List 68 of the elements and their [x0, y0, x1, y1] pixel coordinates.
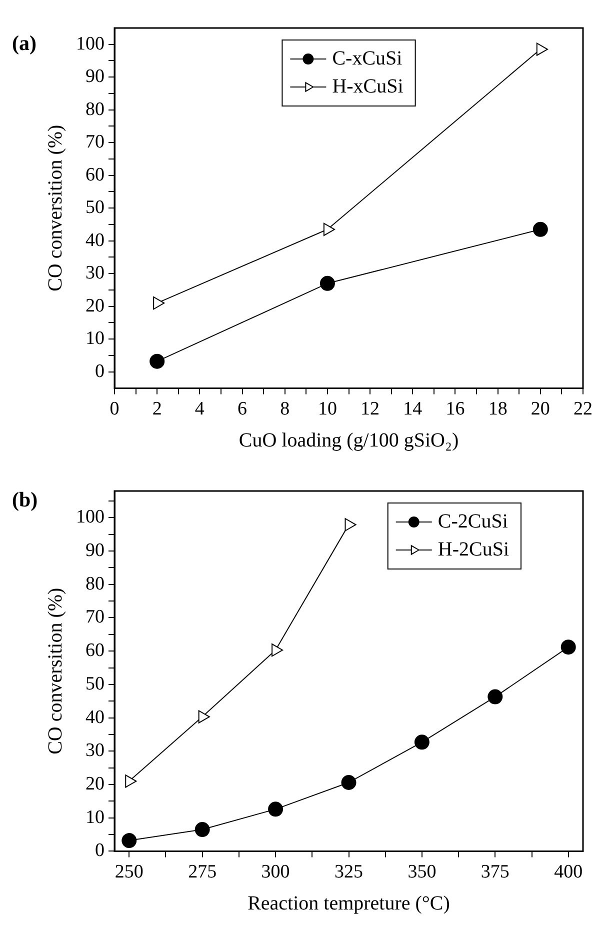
point — [532, 222, 548, 237]
x-tick-label: 14 — [403, 398, 423, 420]
y-tick-label: 90 — [86, 66, 104, 88]
y-tick-label: 60 — [86, 640, 104, 662]
text: (b) — [12, 487, 38, 512]
point — [125, 774, 137, 788]
legend-label: H-2CuSi — [438, 538, 510, 560]
x-tick-label: 4 — [194, 398, 205, 420]
x-tick-label: 0 — [110, 398, 120, 420]
x-tick-label: 20 — [530, 398, 550, 420]
y-tick-label: 30 — [86, 740, 104, 762]
y-tick-label: 40 — [86, 230, 104, 251]
x-axis-title: Reaction tempreture (°C) — [248, 892, 450, 914]
point — [150, 354, 165, 369]
y-tick-label: 20 — [86, 295, 104, 316]
y-tick-label: 10 — [86, 806, 104, 828]
point — [488, 689, 503, 704]
y-tick-label: 80 — [86, 98, 104, 120]
y-tick-label: 20 — [86, 773, 104, 794]
x-tick-label: 12 — [360, 398, 380, 420]
text: (a) — [12, 30, 36, 55]
y-tick-label: 0 — [95, 360, 104, 382]
y-tick-label: 100 — [76, 506, 104, 528]
y-tick-label: 50 — [86, 673, 104, 694]
y-tick-label: 80 — [86, 573, 104, 594]
x-tick-label: 6 — [238, 398, 248, 420]
point — [194, 822, 210, 838]
y-tick-label: 100 — [76, 33, 104, 54]
x-tick-label: 22 — [574, 398, 592, 420]
point — [272, 644, 284, 657]
point — [560, 640, 576, 655]
x-tick-label: 2 — [152, 398, 162, 420]
point — [268, 802, 284, 817]
x-tick-label: 8 — [280, 398, 290, 420]
x-tick-label: 325 — [334, 862, 363, 883]
y-tick-label: 30 — [86, 262, 104, 284]
y-tick-label: 90 — [86, 540, 104, 562]
y-tick-label: 70 — [86, 132, 104, 153]
point — [153, 296, 165, 310]
x-tick-label: 10 — [318, 398, 337, 420]
y-tick-label: 10 — [86, 328, 104, 350]
point — [536, 42, 548, 56]
y-tick-label: 60 — [86, 164, 104, 186]
x-axis-title: CuO loading (g/100 gSiO₂) — [238, 429, 459, 452]
legend-label: H-xCuSi — [332, 75, 404, 98]
point — [122, 833, 137, 848]
y-tick-label: 0 — [95, 840, 104, 862]
point — [344, 518, 356, 532]
x-tick-label: 250 — [114, 862, 144, 883]
x-tick-label: 16 — [446, 398, 465, 420]
y-axis-title: CO conversition (%) — [44, 588, 66, 754]
legend-label: C-xCuSi — [332, 47, 403, 70]
y-axis-title: CO conversition (%) — [44, 124, 66, 292]
x-tick-label: 275 — [188, 862, 217, 883]
legend-label: C-2CuSi — [438, 510, 508, 532]
point — [323, 222, 335, 236]
point — [320, 276, 335, 291]
y-tick-label: 70 — [86, 606, 104, 628]
point — [341, 774, 356, 790]
y-tick-label: 50 — [86, 197, 104, 218]
y-tick-label: 40 — [86, 706, 104, 728]
x-tick-label: 18 — [488, 398, 508, 420]
x-tick-label: 400 — [554, 862, 583, 883]
x-tick-label: 375 — [480, 862, 510, 883]
point — [414, 734, 430, 750]
x-tick-label: 350 — [408, 862, 436, 883]
x-tick-label: 300 — [261, 862, 290, 883]
point — [198, 710, 210, 724]
